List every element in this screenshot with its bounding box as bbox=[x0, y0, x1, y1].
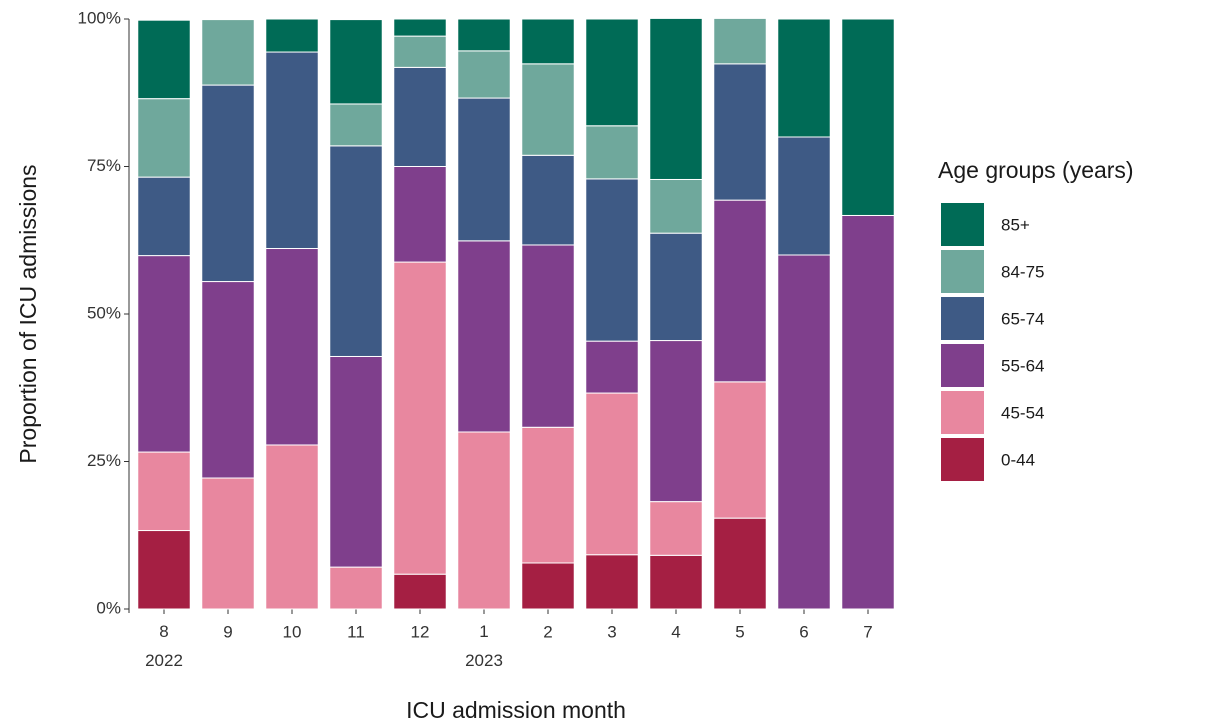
x-axis-title: ICU admission month bbox=[406, 697, 626, 723]
bar-segment bbox=[265, 444, 319, 610]
bar-segment bbox=[649, 501, 703, 556]
legend-title: Age groups (years) bbox=[938, 157, 1134, 183]
bar-segment bbox=[521, 18, 575, 65]
legend-label: 84-75 bbox=[1001, 262, 1044, 281]
legend-label: 55-64 bbox=[1001, 356, 1044, 375]
legend-label: 85+ bbox=[1001, 215, 1030, 234]
bar-segment bbox=[521, 244, 575, 428]
y-tick-label: 75% bbox=[87, 156, 121, 175]
legend-key bbox=[941, 344, 984, 387]
x-tick-label: 12 bbox=[411, 622, 430, 641]
bar-segment bbox=[137, 98, 191, 178]
x-tick-label: 3 bbox=[607, 622, 616, 641]
x-tick-label: 4 bbox=[671, 622, 680, 641]
bar-segment bbox=[585, 392, 639, 556]
bar-segment bbox=[649, 340, 703, 503]
x-tick-label: 6 bbox=[799, 622, 808, 641]
bar-segment bbox=[265, 18, 319, 53]
bar-segment bbox=[393, 573, 447, 610]
bar-segment bbox=[137, 530, 191, 610]
bar-segment bbox=[585, 554, 639, 610]
x-tick-label: 5 bbox=[735, 622, 744, 641]
bar-segment bbox=[201, 477, 255, 610]
bar-segment bbox=[841, 18, 895, 216]
bar-segment bbox=[201, 19, 255, 86]
legend-label: 0-44 bbox=[1001, 450, 1035, 469]
bar-segment bbox=[649, 554, 703, 610]
bar-segment bbox=[329, 19, 383, 105]
legend-label: 65-74 bbox=[1001, 309, 1044, 328]
bar-segment bbox=[585, 340, 639, 394]
bar-segment bbox=[457, 431, 511, 610]
bar-segment bbox=[457, 18, 511, 52]
x-tick-label: 9 bbox=[223, 622, 232, 641]
legend-label: 45-54 bbox=[1001, 403, 1044, 422]
bar-segment bbox=[521, 154, 575, 246]
bar-segment bbox=[137, 451, 191, 532]
bar-segment bbox=[713, 17, 767, 65]
bar-segment bbox=[137, 19, 191, 100]
bar-segment bbox=[329, 355, 383, 568]
legend-key bbox=[941, 250, 984, 293]
bar-segment bbox=[265, 51, 319, 250]
x-tick-label: 8 2022 bbox=[145, 622, 183, 670]
bar-segment bbox=[457, 97, 511, 242]
x-tick-label: 10 bbox=[283, 622, 302, 641]
y-tick-label: 50% bbox=[87, 303, 121, 322]
bar-segment bbox=[585, 125, 639, 180]
bar-segment bbox=[713, 199, 767, 383]
legend-key bbox=[941, 203, 984, 246]
bar-segment bbox=[649, 17, 703, 180]
bar-segment bbox=[201, 281, 255, 479]
bar-segment bbox=[649, 232, 703, 342]
x-tick-label: 7 bbox=[863, 622, 872, 641]
bar-segment bbox=[713, 381, 767, 519]
bar-segment bbox=[393, 261, 447, 575]
x-tick-label: 1 2023 bbox=[465, 622, 503, 670]
legend-key bbox=[941, 391, 984, 434]
bar-segment bbox=[841, 214, 895, 610]
y-tick-label: 0% bbox=[96, 598, 121, 617]
bar-segment bbox=[585, 178, 639, 342]
bar-segment bbox=[265, 248, 319, 446]
bar-segment bbox=[457, 50, 511, 99]
bar-segment bbox=[521, 63, 575, 156]
y-tick-label: 25% bbox=[87, 451, 121, 470]
bar-segment bbox=[201, 84, 255, 283]
legend-key bbox=[941, 297, 984, 340]
bar-segment bbox=[329, 103, 383, 147]
legend-key bbox=[941, 438, 984, 481]
bar-segment bbox=[777, 18, 831, 138]
bar-segment bbox=[393, 166, 447, 263]
y-tick-label: 100% bbox=[78, 8, 121, 27]
bar-segment bbox=[393, 66, 447, 167]
bar-segment bbox=[137, 255, 191, 453]
bar-segment bbox=[713, 63, 767, 201]
bar-segment bbox=[457, 240, 511, 433]
bar-segment bbox=[713, 517, 767, 610]
bar-segment bbox=[521, 426, 575, 564]
bar-segment bbox=[649, 178, 703, 234]
y-axis-title: Proportion of ICU admissions bbox=[15, 164, 41, 463]
x-tick-label: 11 bbox=[347, 622, 365, 641]
bar-segment bbox=[329, 145, 383, 357]
bar-segment bbox=[393, 18, 447, 37]
bar-segment bbox=[585, 18, 639, 127]
x-tick-label: 2 bbox=[543, 622, 552, 641]
bar-segment bbox=[393, 35, 447, 68]
bar-segment bbox=[777, 254, 831, 610]
bar-segment bbox=[137, 176, 191, 257]
bar-segment bbox=[777, 136, 831, 256]
bar-segment bbox=[329, 566, 383, 610]
bar-segment bbox=[521, 562, 575, 610]
